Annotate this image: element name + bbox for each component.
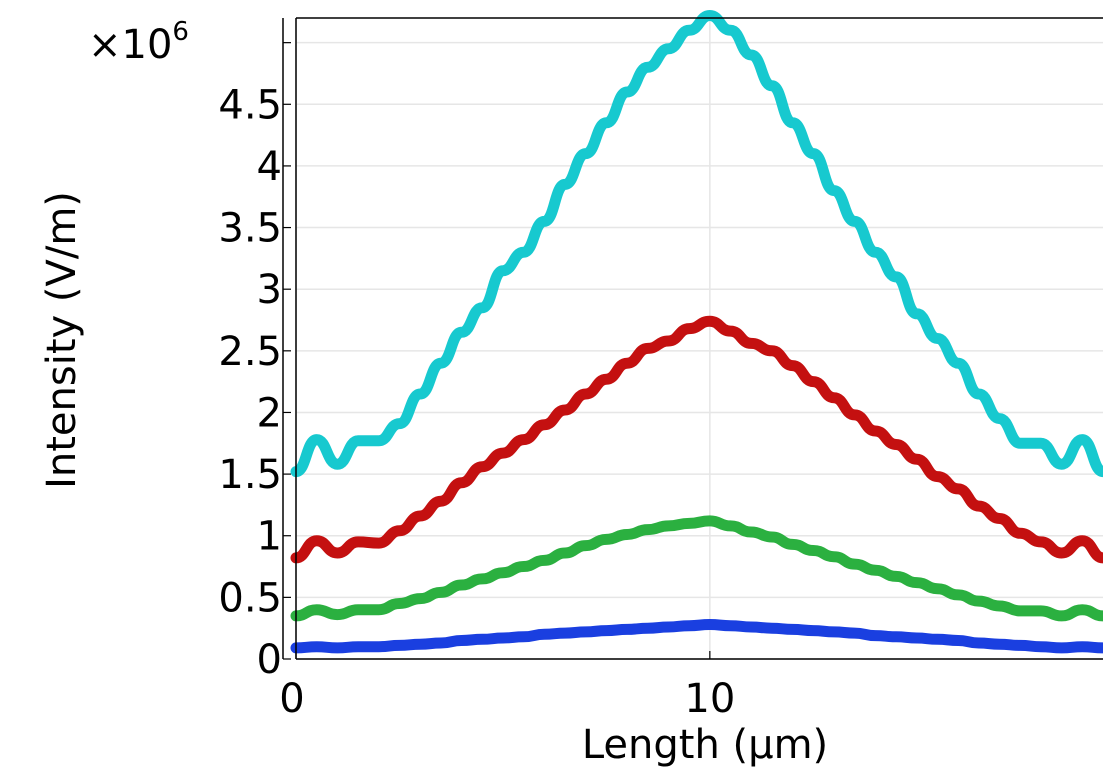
series-line-4 <box>290 619 1103 654</box>
y-tick-label: 3 <box>257 267 282 313</box>
y-multiplier-exponent: 6 <box>172 17 189 47</box>
y-axis-label: Intensity (V/m) <box>39 191 85 489</box>
axes <box>282 17 1103 660</box>
series-line-2 <box>290 315 1103 564</box>
grid-lines <box>295 18 1103 660</box>
y-tick-label: 1.5 <box>218 452 282 498</box>
y-tick-label: 1 <box>257 514 282 560</box>
y-tick-label: 4.5 <box>218 82 282 128</box>
y-tick-label: 3.5 <box>218 206 282 252</box>
y-tick-label: 2.5 <box>218 329 282 375</box>
tick-marks <box>283 42 711 660</box>
x-tick-label: 10 <box>684 676 735 722</box>
y-multiplier-base: ×10 <box>88 22 172 68</box>
y-tick-labels: 0 0.5 1 1.5 2 2.5 3 3.5 4 4.5 <box>218 82 282 683</box>
y-tick-label: 0.5 <box>218 575 282 621</box>
y-axis-multiplier: ×106 <box>88 17 189 68</box>
x-axis-label: Length (µm) <box>582 722 828 768</box>
series-line-3 <box>290 515 1103 622</box>
y-tick-label: 4 <box>257 144 282 190</box>
x-tick-labels: 0 10 <box>279 676 735 722</box>
series-line-1 <box>290 10 1103 478</box>
y-tick-label: 2 <box>257 390 282 436</box>
series-lines <box>290 10 1103 654</box>
y-tick-label: 0 <box>257 637 282 683</box>
x-tick-label: 0 <box>279 676 304 722</box>
